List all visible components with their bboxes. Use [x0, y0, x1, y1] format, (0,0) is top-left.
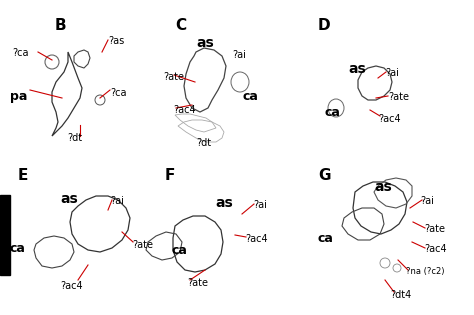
- Text: ca: ca: [318, 232, 334, 245]
- Text: ?ai: ?ai: [232, 50, 246, 60]
- Bar: [0, 195, 10, 275]
- Text: ?dt: ?dt: [196, 138, 211, 148]
- Text: ?dt4: ?dt4: [390, 290, 411, 300]
- Text: ?as: ?as: [108, 36, 124, 46]
- Text: ?ate: ?ate: [424, 224, 445, 234]
- Text: ?ac4: ?ac4: [378, 114, 401, 124]
- Text: ?ai: ?ai: [385, 68, 399, 78]
- Text: ?ai: ?ai: [253, 200, 267, 210]
- Text: as: as: [215, 196, 233, 210]
- Text: ?ca: ?ca: [12, 48, 28, 58]
- Text: ?ai: ?ai: [110, 196, 124, 206]
- Text: ?ac4: ?ac4: [60, 281, 82, 291]
- Text: B: B: [55, 18, 67, 33]
- Text: E: E: [18, 168, 28, 183]
- Text: ?ac4: ?ac4: [245, 234, 268, 244]
- Text: F: F: [165, 168, 175, 183]
- Text: D: D: [318, 18, 331, 33]
- Text: ?na (?c2): ?na (?c2): [406, 267, 445, 276]
- Text: ?dt: ?dt: [67, 133, 82, 143]
- Text: ?ac4: ?ac4: [424, 244, 447, 254]
- Text: as: as: [60, 192, 78, 206]
- Text: ca: ca: [325, 106, 341, 119]
- Text: as: as: [348, 62, 366, 76]
- Text: ?ai: ?ai: [420, 196, 434, 206]
- Text: ?ca: ?ca: [110, 88, 127, 98]
- Text: ca: ca: [172, 244, 188, 257]
- Text: ?ate: ?ate: [132, 240, 153, 250]
- Text: ?ate: ?ate: [163, 72, 184, 82]
- Text: G: G: [318, 168, 330, 183]
- Text: ?ate: ?ate: [187, 278, 208, 288]
- Text: ca: ca: [10, 242, 26, 255]
- Text: as: as: [196, 36, 214, 50]
- Text: ?ate: ?ate: [388, 92, 409, 102]
- Text: pa: pa: [10, 90, 27, 103]
- Text: ?ac4: ?ac4: [173, 105, 196, 115]
- Text: C: C: [175, 18, 186, 33]
- Text: ca: ca: [243, 90, 259, 103]
- Text: as: as: [374, 180, 392, 194]
